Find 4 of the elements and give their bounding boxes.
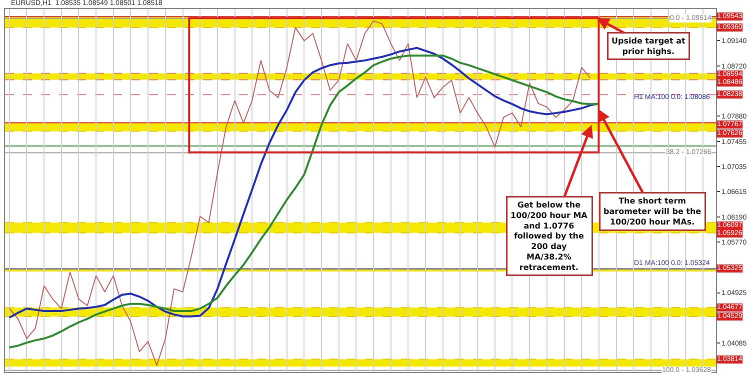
annotation: The short term barometer will be the 100/200 hour MAs. — [604, 196, 702, 226]
line-series — [8, 20, 591, 366]
annotation: Get below the 100/200 hour MA and 1.0776 followed by the 200 day MA/38.2% retracement. — [510, 200, 588, 272]
annotation: Upside target at prior highs. — [612, 36, 686, 56]
